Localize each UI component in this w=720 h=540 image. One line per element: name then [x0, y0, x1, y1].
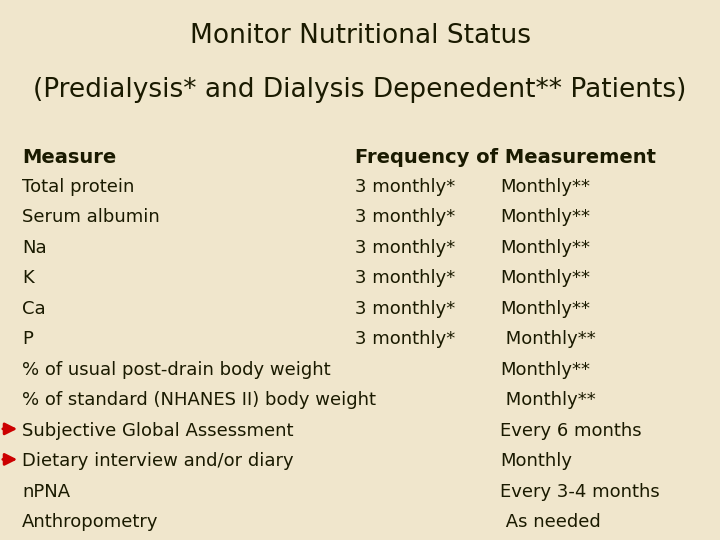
- Text: Anthropometry: Anthropometry: [22, 514, 158, 531]
- Text: Ca: Ca: [22, 300, 45, 318]
- Text: % of usual post-drain body weight: % of usual post-drain body weight: [22, 361, 330, 379]
- Text: Monthly**: Monthly**: [500, 392, 595, 409]
- Text: Serum albumin: Serum albumin: [22, 208, 160, 226]
- Text: As needed: As needed: [500, 514, 600, 531]
- Text: 3 monthly*: 3 monthly*: [355, 208, 455, 226]
- Text: Monthly**: Monthly**: [500, 361, 590, 379]
- Text: Total protein: Total protein: [22, 178, 135, 196]
- Text: (Predialysis* and Dialysis Depenedent** Patients): (Predialysis* and Dialysis Depenedent** …: [33, 77, 687, 103]
- Text: 3 monthly*: 3 monthly*: [355, 239, 455, 257]
- Text: Monthly**: Monthly**: [500, 330, 595, 348]
- Text: Dietary interview and/or diary: Dietary interview and/or diary: [22, 453, 294, 470]
- Text: Monthly**: Monthly**: [500, 269, 590, 287]
- Text: Every 3-4 months: Every 3-4 months: [500, 483, 660, 501]
- Text: Measure: Measure: [22, 148, 116, 167]
- Text: % of standard (NHANES II) body weight: % of standard (NHANES II) body weight: [22, 392, 376, 409]
- Text: P: P: [22, 330, 33, 348]
- Text: 3 monthly*: 3 monthly*: [355, 300, 455, 318]
- Text: 3 monthly*: 3 monthly*: [355, 178, 455, 196]
- Text: Monthly**: Monthly**: [500, 208, 590, 226]
- Text: Na: Na: [22, 239, 47, 257]
- Text: Monthly**: Monthly**: [500, 178, 590, 196]
- Text: Subjective Global Assessment: Subjective Global Assessment: [22, 422, 294, 440]
- Text: Frequency of Measurement: Frequency of Measurement: [355, 148, 656, 167]
- Text: Monitor Nutritional Status: Monitor Nutritional Status: [189, 23, 531, 49]
- Text: Monthly**: Monthly**: [500, 300, 590, 318]
- Text: Monthly: Monthly: [500, 453, 572, 470]
- Text: 3 monthly*: 3 monthly*: [355, 330, 455, 348]
- Text: 3 monthly*: 3 monthly*: [355, 269, 455, 287]
- Text: K: K: [22, 269, 34, 287]
- Text: Every 6 months: Every 6 months: [500, 422, 642, 440]
- Text: Monthly**: Monthly**: [500, 239, 590, 257]
- Text: nPNA: nPNA: [22, 483, 70, 501]
